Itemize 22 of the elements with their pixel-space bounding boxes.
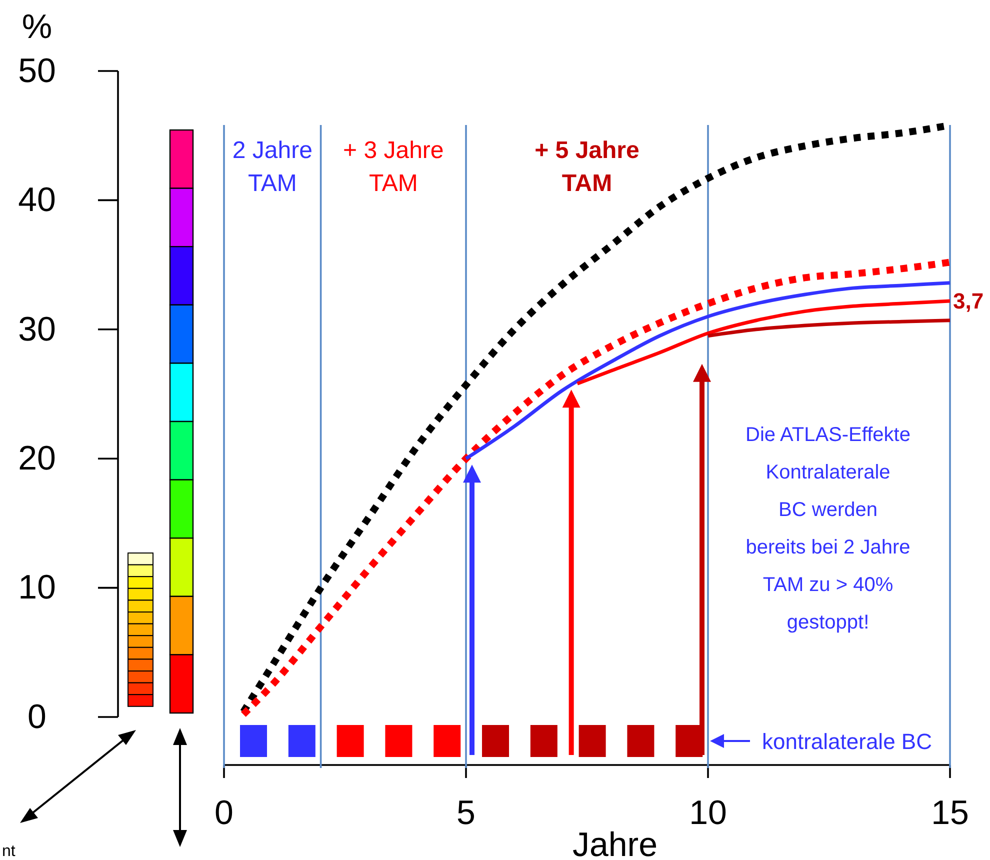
y-tick-label: 30: [18, 310, 56, 348]
line-series: [464, 281, 952, 460]
y-axis-title: %: [22, 8, 52, 46]
y-tick-label: 10: [18, 568, 56, 607]
annotation: 3,7: [953, 288, 984, 314]
text: nt: [2, 843, 16, 860]
y-tick-label: 50: [18, 52, 56, 90]
text: kontralaterale BC: [762, 729, 932, 754]
y-tick-label: 40: [18, 181, 56, 220]
annotation: + 3 Jahre TAM: [343, 137, 444, 197]
x-tick-label: 5: [456, 794, 476, 832]
annotation: Die ATLAS-Effekte Kontralaterale BC werden bereits bei 2 Jahre TAM zu > 40% gestoppt!: [746, 424, 910, 634]
x-axis-title: Jahre: [572, 826, 658, 860]
y-tick-label: 0: [28, 698, 46, 736]
x-tick-label: 10: [689, 794, 727, 832]
x-tick-label: 0: [214, 794, 234, 832]
x-tick-label: 15: [931, 794, 969, 832]
line-series: [576, 299, 952, 386]
line-series: [706, 318, 952, 338]
y-tick-label: 20: [18, 439, 56, 478]
annotation: + 5 Jahre TAM: [534, 137, 640, 197]
annotation: 2 Jahre TAM: [232, 137, 312, 197]
